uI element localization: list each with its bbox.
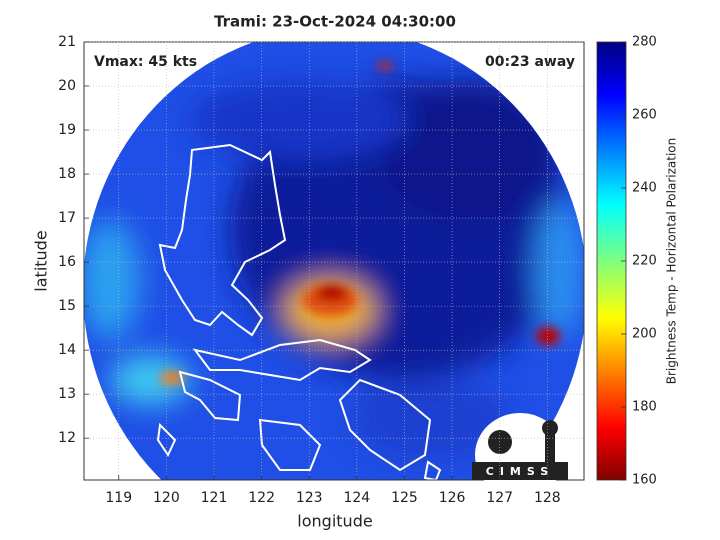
y-tick-label: 19 (58, 122, 76, 138)
x-tick-label: 125 (391, 490, 418, 506)
x-tick-label: 128 (534, 490, 561, 506)
colorbar-tick-label: 200 (632, 327, 657, 342)
logo-text: CIMSS (486, 465, 554, 478)
colorbar-tick-label: 180 (632, 400, 657, 415)
y-tick-label: 17 (58, 210, 76, 226)
colorbar-tick-label: 260 (632, 108, 657, 123)
y-tick-label: 12 (58, 430, 76, 446)
y-tick-label: 21 (58, 34, 76, 50)
y-tick-label: 14 (58, 342, 76, 358)
colorbar-tick-label: 240 (632, 181, 657, 196)
x-tick-label: 119 (105, 490, 132, 506)
x-tick-label: 122 (248, 490, 275, 506)
x-tick-label: 121 (201, 490, 228, 506)
coastline (156, 143, 442, 480)
imagery (84, 42, 584, 480)
x-tick-label: 123 (296, 490, 323, 506)
colorbar-tick-label: 220 (632, 254, 657, 269)
y-axis-label: latitude (32, 230, 51, 291)
y-tick-label: 13 (58, 386, 76, 402)
y-tick-label: 18 (58, 166, 76, 182)
colorbar-tick-label: 160 (632, 473, 657, 488)
x-tick-label: 127 (486, 490, 513, 506)
y-tick-label: 15 (58, 298, 76, 314)
x-axis-label: longitude (297, 512, 372, 531)
y-tick-label: 16 (58, 254, 76, 270)
x-tick-label: 124 (343, 490, 370, 506)
y-tick-label: 20 (58, 78, 76, 94)
x-tick-label: 120 (153, 490, 180, 506)
colorbar-tick-label: 280 (632, 35, 657, 50)
colorbar-label: Brightness Temp - Horizontal Polarizatio… (665, 138, 679, 385)
x-tick-label: 126 (439, 490, 466, 506)
logo: CIMSS (472, 413, 568, 497)
annotation: Vmax: 45 kts (94, 54, 197, 70)
annotation: 00:23 away (485, 54, 575, 70)
chart-title: Trami: 23-Oct-2024 04:30:00 (214, 13, 456, 31)
